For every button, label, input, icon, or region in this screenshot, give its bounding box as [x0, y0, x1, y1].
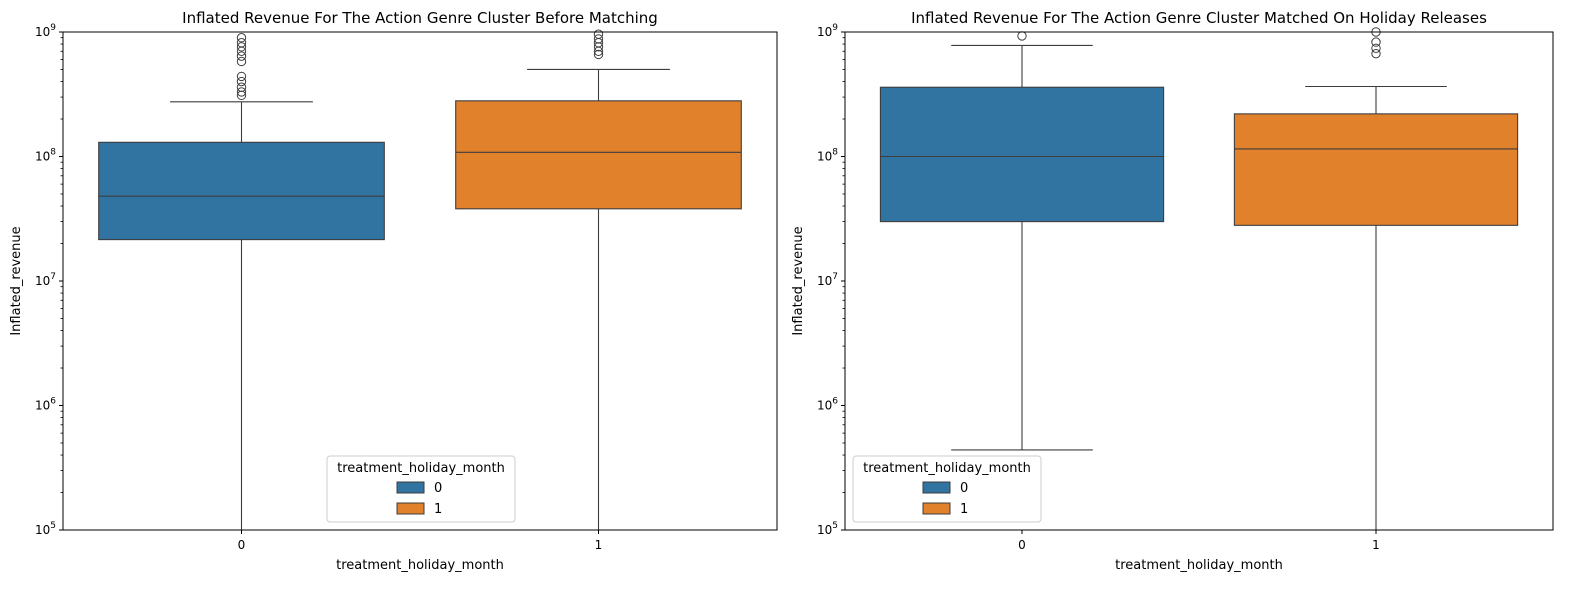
outlier-point [593, 34, 604, 44]
y-tick-label: 109 [817, 23, 838, 39]
legend-swatch-1 [396, 502, 425, 515]
legend-label-0: 0 [434, 481, 442, 496]
y-tick-label: 107 [35, 272, 56, 288]
box-1 [1233, 113, 1519, 226]
outlier-point [236, 51, 247, 61]
outlier-point [1371, 43, 1381, 53]
legend: treatment_holiday_month 0 1 [852, 455, 1042, 523]
y-tick-label: 105 [817, 521, 838, 537]
legend-label-1: 1 [960, 502, 968, 517]
y-tick-label: 105 [35, 521, 56, 537]
axes-frame [62, 31, 778, 531]
chart-title: Inflated Revenue For The Action Genre Cl… [182, 9, 658, 27]
y-tick-label: 106 [817, 397, 838, 413]
axes-frame [844, 31, 1554, 531]
x-axis-label: treatment_holiday_month [1115, 558, 1283, 573]
y-axis-label: Inflated_revenue [9, 226, 24, 335]
legend-title: treatment_holiday_month [337, 461, 505, 476]
plot-area: 105 106 107 108 109 0 1 [35, 23, 778, 552]
y-tick-label: 109 [35, 23, 56, 39]
outlier-point [236, 76, 247, 87]
legend-swatch-1 [922, 502, 951, 515]
box-0 [879, 86, 1165, 223]
legend: treatment_holiday_month 0 1 [326, 455, 516, 523]
x-tick-label: 0 [1018, 538, 1026, 552]
outlier-point [236, 87, 247, 97]
outlier-point [236, 42, 247, 52]
legend-title: treatment_holiday_month [863, 461, 1031, 476]
legend-swatch-0 [922, 481, 951, 494]
box-0 [98, 141, 385, 241]
outlier-point [1017, 31, 1027, 41]
box-1 [455, 100, 742, 210]
x-tick-label: 0 [238, 538, 246, 552]
x-tick-label: 1 [595, 538, 603, 552]
outlier-point [236, 82, 247, 92]
outlier-point [236, 32, 247, 43]
outlier-point [1371, 37, 1381, 47]
legend-label-1: 1 [434, 502, 442, 517]
y-tick-label: 107 [817, 272, 838, 288]
plot-area: 105 106 107 108 109 0 1 [817, 23, 1554, 552]
outlier-point [236, 71, 247, 82]
outlier-point [1371, 48, 1381, 59]
x-axis-label: treatment_holiday_month [336, 558, 504, 573]
legend-swatch-0 [396, 481, 425, 494]
outlier-point [236, 56, 247, 67]
y-tick-label: 108 [817, 148, 838, 164]
outlier-point [593, 29, 604, 39]
y-tick-label: 106 [35, 397, 56, 413]
x-tick-label: 1 [1372, 538, 1380, 552]
chart-panel-matched: Inflated Revenue For The Action Genre Cl… [791, 9, 1554, 573]
outlier-point [236, 38, 247, 48]
y-axis-label: Inflated_revenue [791, 226, 806, 335]
y-tick-label: 108 [35, 148, 56, 164]
legend-label-0: 0 [960, 481, 968, 496]
outlier-point [593, 49, 604, 60]
chart-panel-before-matching: Inflated Revenue For The Action Genre Cl… [9, 9, 778, 573]
chart-title: Inflated Revenue For The Action Genre Cl… [911, 9, 1487, 27]
